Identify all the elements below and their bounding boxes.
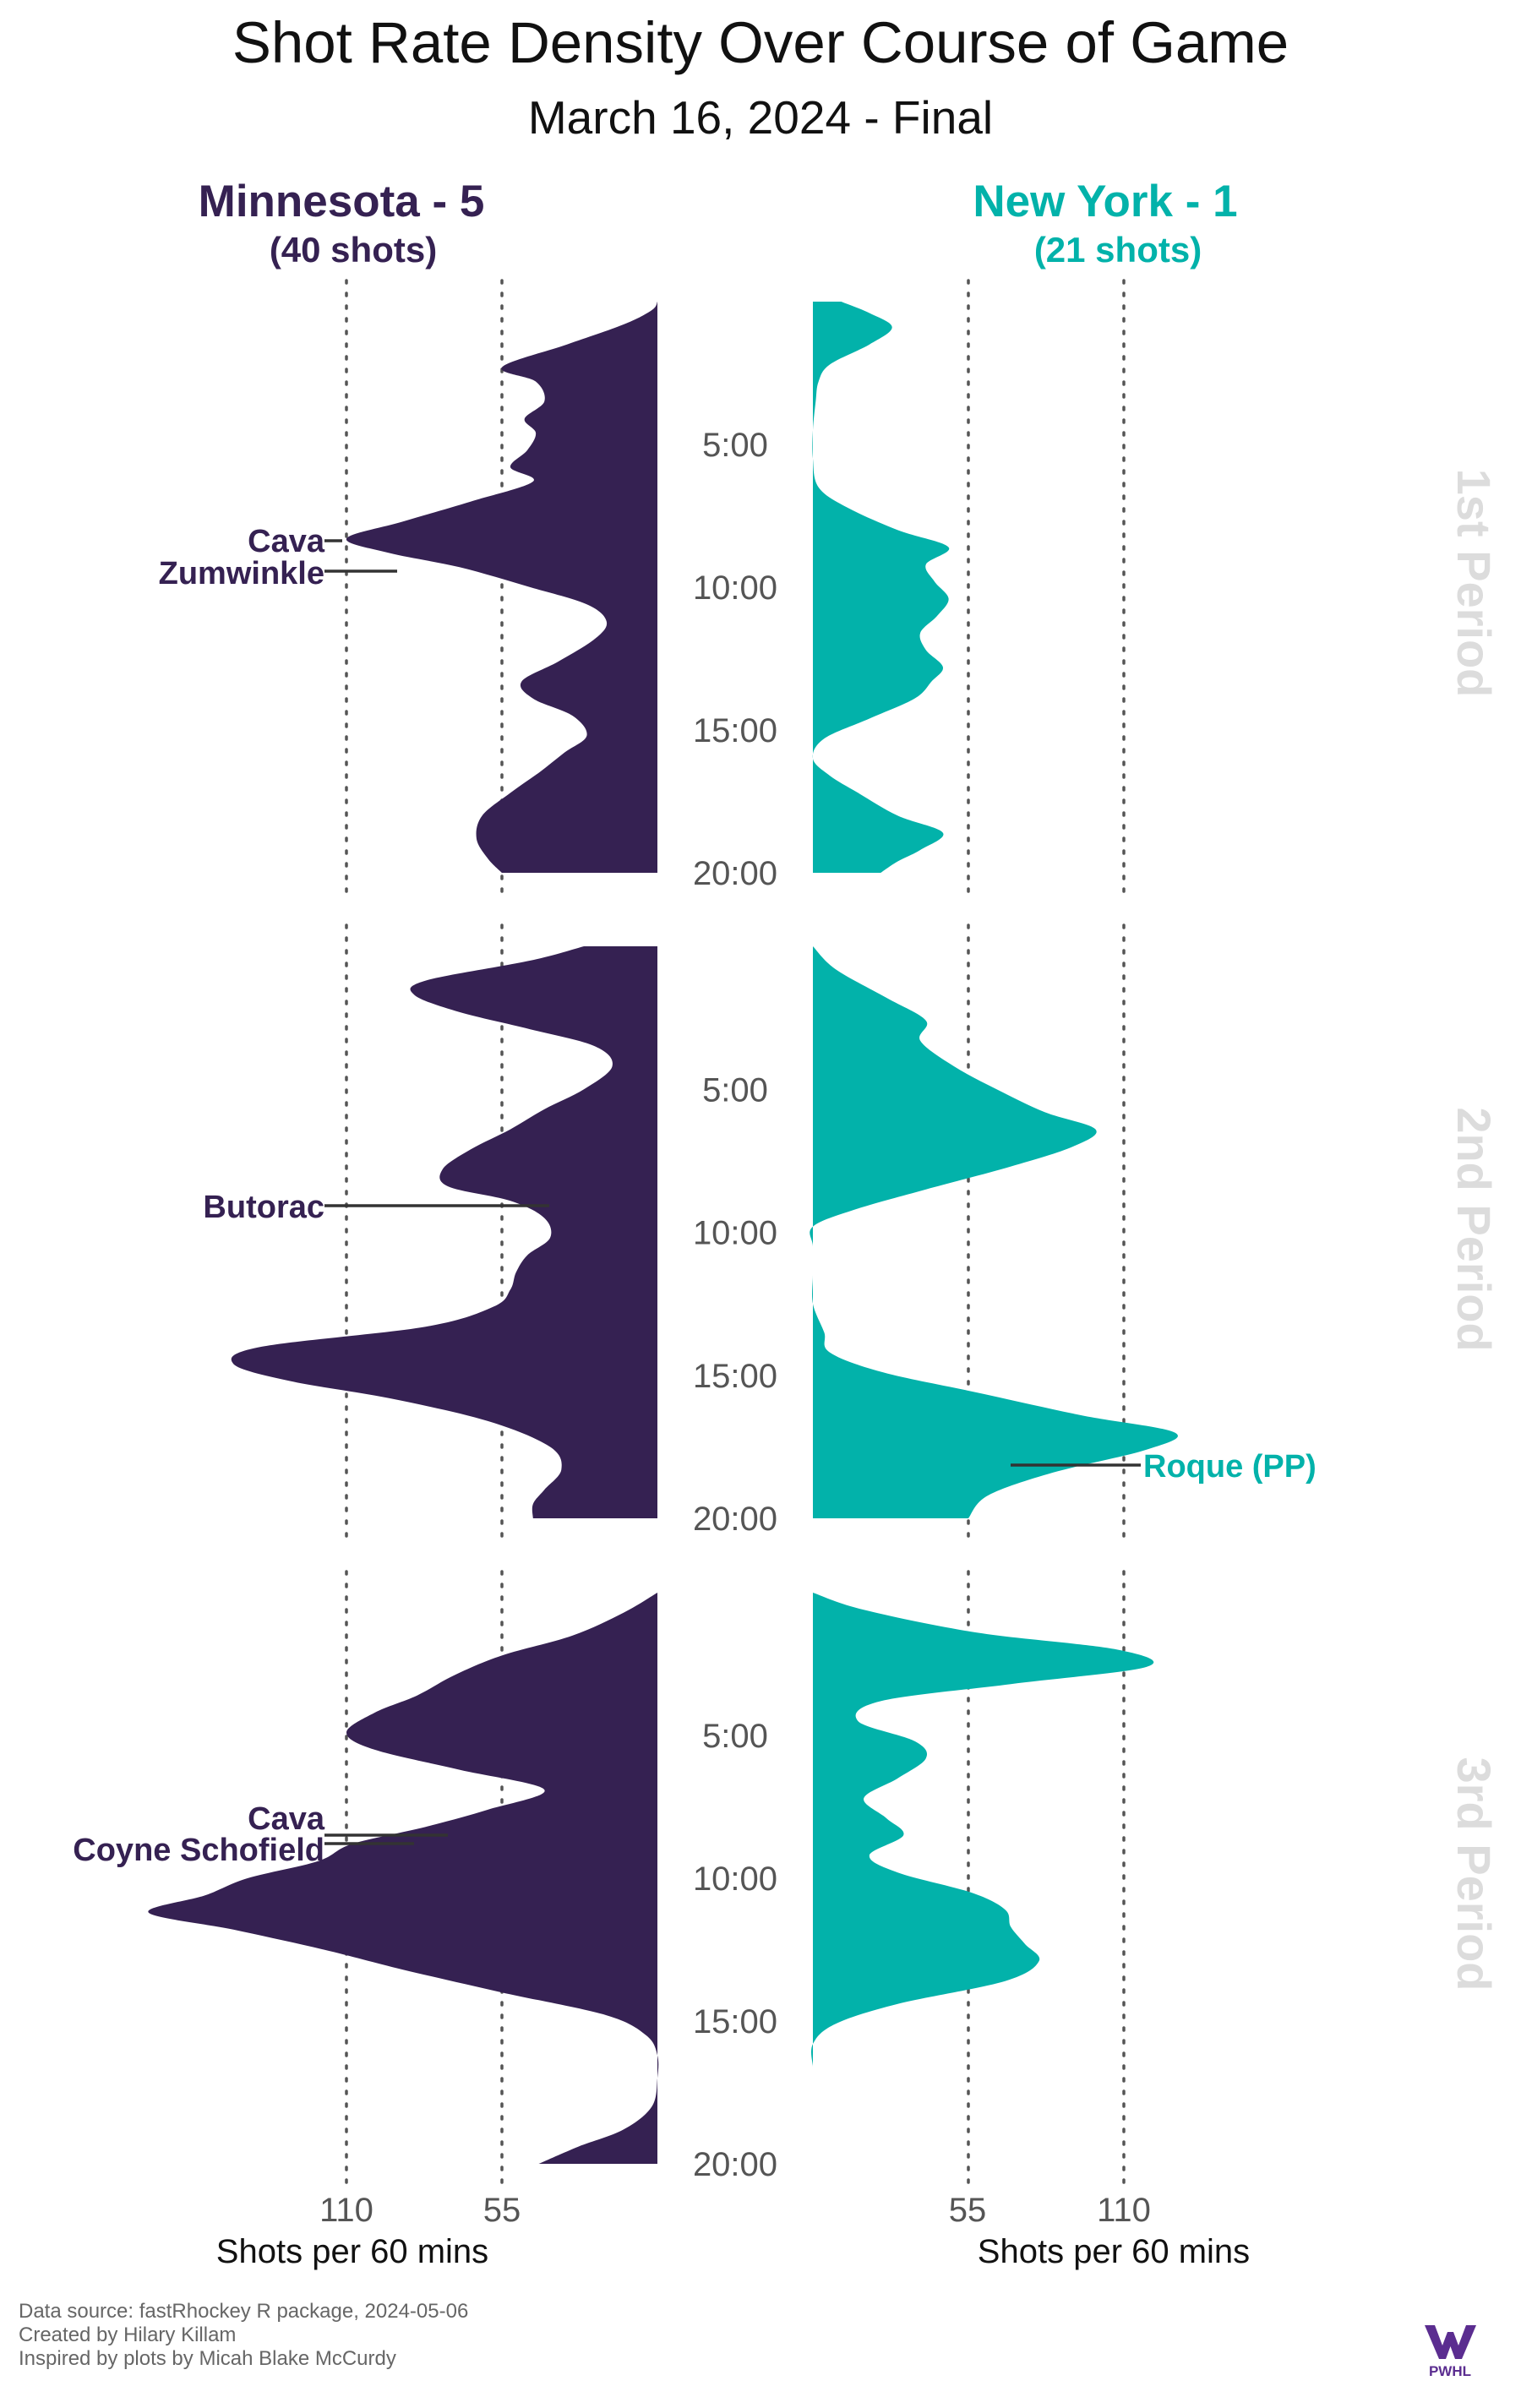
away-density-period-2 (810, 946, 1178, 1518)
annotation-label-1: Cava (248, 524, 325, 559)
density-areas (148, 302, 1178, 2164)
annotation-label-5: Cava (248, 1801, 325, 1837)
caption-source: Data source: fastRhockey R package, 2024… (19, 2300, 468, 2323)
right-tick-110: 110 (1097, 2192, 1151, 2229)
home-density-period-1 (346, 302, 657, 873)
annotation-label-6: Coyne Schofield (73, 1833, 324, 1868)
chart-title: Shot Rate Density Over Course of Game (232, 10, 1289, 75)
home-team-shots: (40 shots) (270, 230, 437, 270)
left-axis-title: Shots per 60 mins (216, 2233, 488, 2270)
logo-mark (1425, 2325, 1476, 2359)
time-label-p3-15: 15:00 (693, 2003, 777, 2040)
chart-subtitle: March 16, 2024 - Final (528, 91, 993, 144)
away-density-period-3 (811, 1593, 1154, 2068)
annotation-label-4: Roque (PP) (1143, 1449, 1317, 1485)
period-label-1: 1st Period (1447, 469, 1501, 698)
period-label-3: 3rd Period (1447, 1757, 1501, 1991)
caption-author: Created by Hilary Killam (19, 2324, 236, 2346)
right-tick-55: 55 (949, 2192, 987, 2229)
away-team-shots: (21 shots) (1034, 230, 1202, 270)
time-label-p2-20: 20:00 (693, 1501, 777, 1538)
time-label-p1-5: 5:00 (702, 427, 768, 464)
home-density-period-2 (231, 946, 657, 1518)
left-tick-55: 55 (483, 2192, 521, 2229)
annotation-label-3: Butorac (203, 1190, 324, 1225)
logo-text: PWHL (1429, 2363, 1471, 2379)
time-label-p2-10: 10:00 (693, 1215, 777, 1252)
away-density-period-1 (812, 302, 950, 873)
home-density-period-3 (148, 1593, 659, 2164)
caption-inspiration: Inspired by plots by Micah Blake McCurdy (19, 2347, 396, 2370)
time-label-p1-20: 20:00 (693, 855, 777, 892)
home-team-name: Minnesota - 5 (199, 177, 485, 226)
away-team-name: New York - 1 (973, 177, 1237, 226)
time-label-p1-15: 15:00 (693, 712, 777, 749)
time-label-p1-10: 10:00 (693, 569, 777, 607)
time-label-p2-15: 15:00 (693, 1358, 777, 1395)
right-axis-title: Shots per 60 mins (978, 2233, 1250, 2270)
pwhl-logo: PWHL (1425, 2325, 1476, 2379)
time-label-p2-5: 5:00 (702, 1071, 768, 1109)
left-tick-110: 110 (319, 2192, 373, 2229)
time-label-p3-20: 20:00 (693, 2146, 777, 2183)
time-label-p3-10: 10:00 (693, 1860, 777, 1898)
time-label-p3-5: 5:00 (702, 1718, 768, 1755)
annotation-label-2: Zumwinkle (159, 556, 324, 591)
period-label-2: 2nd Period (1447, 1107, 1501, 1351)
time-labels: 5:00 10:00 15:00 20:00 5:00 10:00 15:00 20:00 5:… (693, 427, 777, 2183)
